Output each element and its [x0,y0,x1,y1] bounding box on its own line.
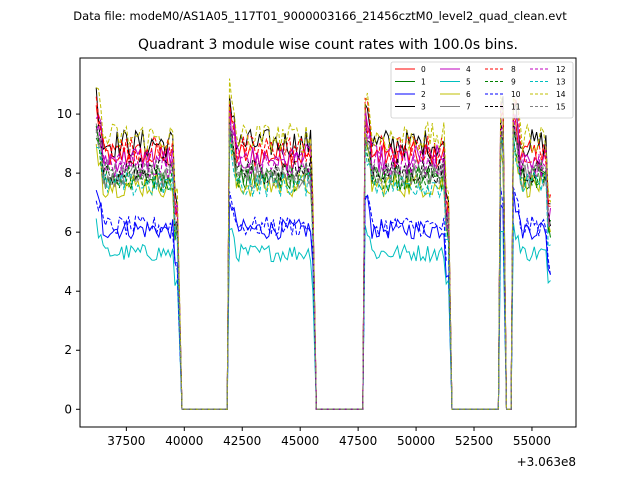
legend-label-2: 2 [421,90,426,99]
series-line-7 [95,123,551,410]
x-axis-offset-label: +3.063e8 [517,455,576,469]
x-tick-label: 55000 [513,434,551,448]
legend-label-10: 10 [511,90,521,99]
legend-label-14: 14 [556,90,566,99]
x-tick-label: 47500 [339,434,377,448]
y-tick-label: 8 [64,166,72,180]
legend-box [390,61,574,119]
legend-label-12: 12 [556,65,566,74]
chart-suptitle: Data file: modeM0/AS1A05_117T01_90000031… [73,9,567,23]
series-layer [95,78,551,410]
series-line-13 [96,133,551,410]
y-axis: 0 2 4 6 8 10 [57,107,80,416]
legend-label-6: 6 [466,90,471,99]
legend-label-0: 0 [421,65,426,74]
x-tick-label: 42500 [223,434,261,448]
legend-label-13: 13 [556,78,566,87]
series-line-8 [95,96,551,410]
chart-title: Quadrant 3 module wise count rates with … [138,37,518,53]
legend-label-7: 7 [466,103,471,112]
series-line-9 [95,121,551,410]
y-tick-label: 6 [64,225,72,239]
x-axis: 37500 40000 42500 45000 47500 50000 52500 55000 [107,427,551,448]
y-tick-label: 10 [57,107,72,121]
series-line-2 [95,189,551,410]
legend-label-5: 5 [466,78,471,87]
series-line-10 [95,187,551,410]
y-tick-label: 2 [64,343,72,357]
series-line-14 [95,78,551,410]
legend-label-15: 15 [556,103,566,112]
series-line-5 [95,218,551,410]
series-line-15 [95,125,551,410]
x-tick-label: 50000 [397,434,435,448]
series-line-11 [95,118,551,410]
legend-label-3: 3 [421,103,426,112]
x-tick-label: 45000 [281,434,319,448]
series-line-6 [95,132,551,410]
legend-label-9: 9 [511,78,516,87]
series-line-3 [95,87,551,410]
x-tick-label: 37500 [107,434,145,448]
legend-label-11: 11 [511,103,521,112]
legend-label-1: 1 [421,78,426,87]
x-tick-label: 40000 [165,434,203,448]
x-tick-label: 52500 [455,434,493,448]
legend-label-4: 4 [466,65,471,74]
plot-frame [79,57,577,428]
series-line-12 [95,112,551,410]
y-tick-label: 0 [64,402,72,416]
y-tick-label: 4 [64,284,72,298]
legend-label-8: 8 [511,65,516,74]
